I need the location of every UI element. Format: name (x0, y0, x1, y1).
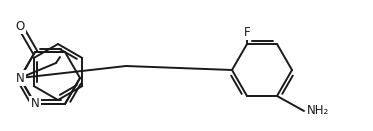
Text: N: N (31, 97, 40, 110)
Text: NH₂: NH₂ (307, 105, 329, 118)
Text: N: N (16, 72, 24, 84)
Text: F: F (244, 26, 250, 39)
Text: O: O (15, 20, 25, 32)
